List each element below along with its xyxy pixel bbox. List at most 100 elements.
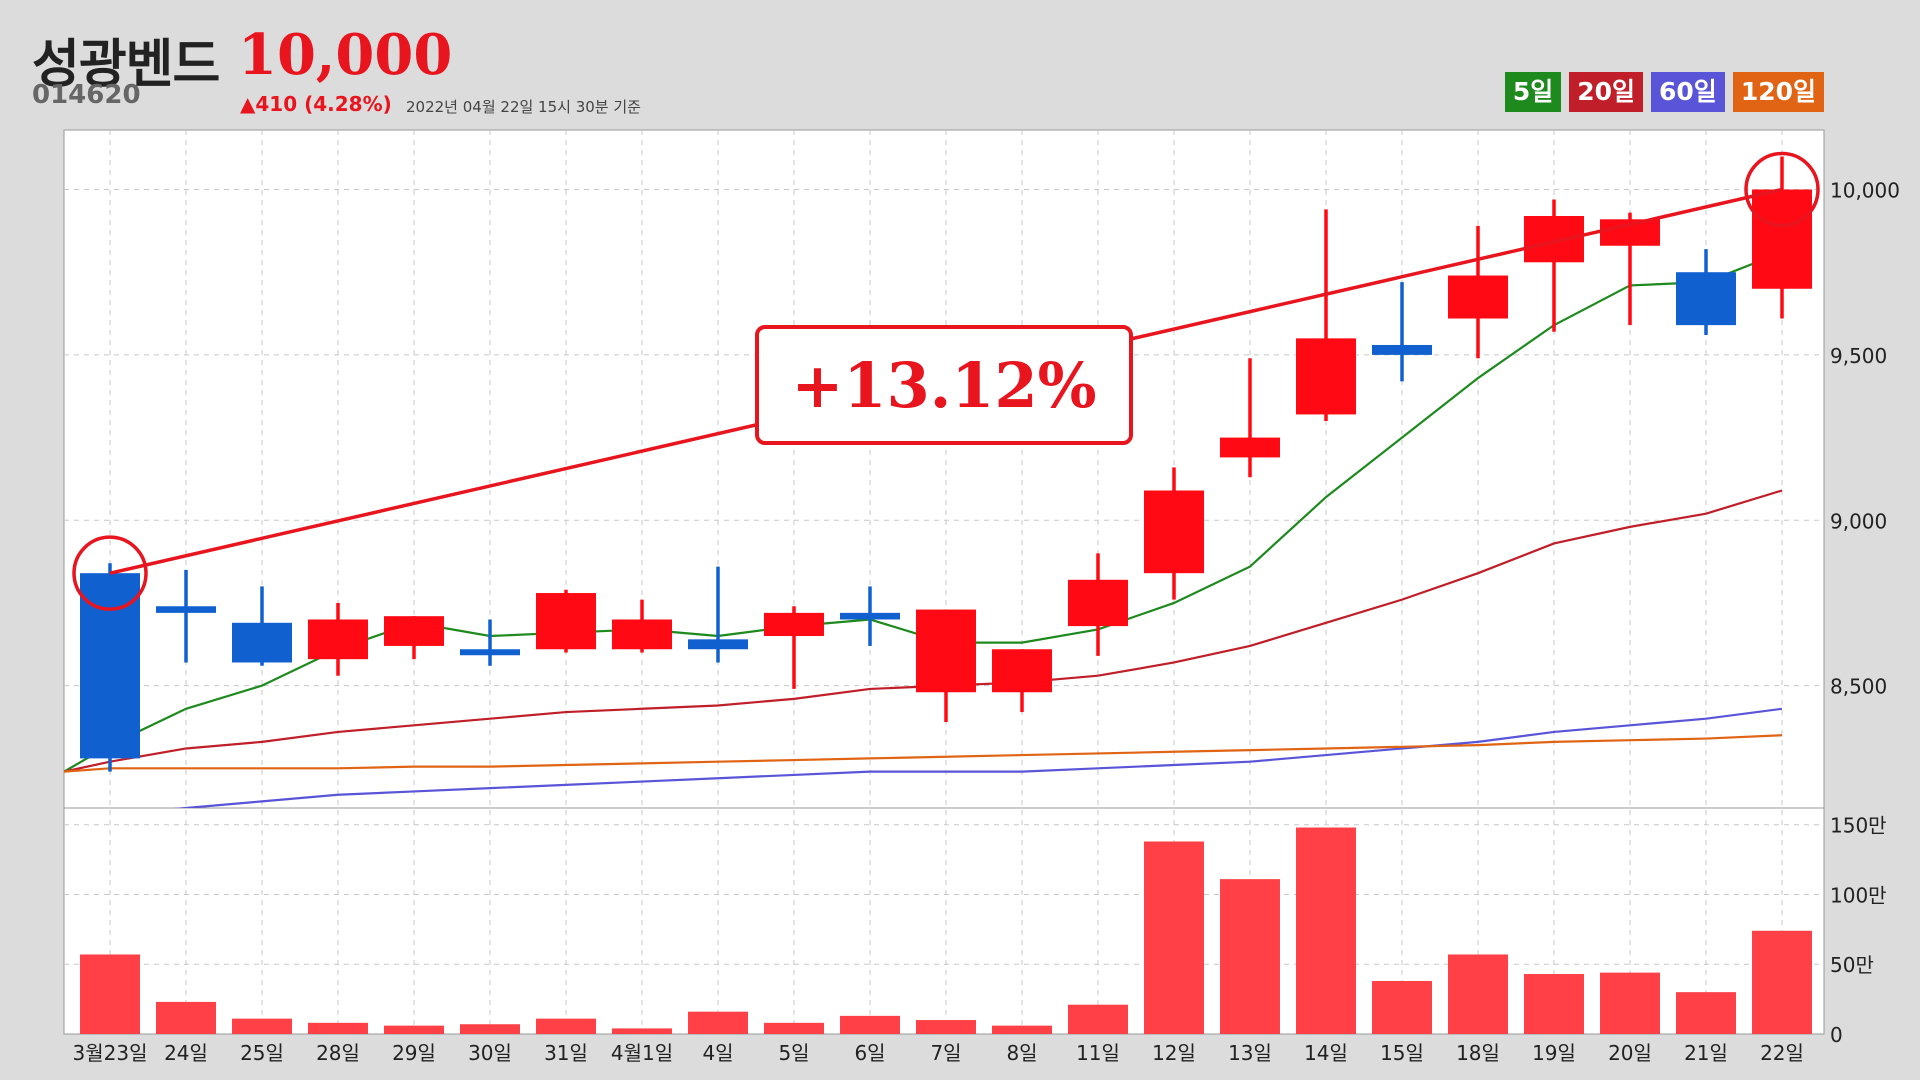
candle [688,566,748,663]
ma-line-60일 [173,707,1783,808]
volume-bar [232,1018,292,1034]
volume-bar [1676,992,1736,1034]
price-tick-label: 9,000 [1830,509,1887,533]
volume-bar [308,1022,368,1034]
volume-tick-label: 50만 [1830,953,1874,977]
candle [1144,467,1204,600]
price-tick-label: 9,500 [1830,344,1887,368]
x-tick-label: 30일 [468,1041,512,1065]
candle [1296,209,1356,422]
volume-tick-label: 150만 [1830,814,1887,838]
x-tick-label: 31일 [544,1041,588,1065]
legend-20d[interactable]: 20일 [1569,72,1644,112]
candle [840,586,900,646]
volume-bar [1068,1004,1128,1034]
volume-bar [384,1025,444,1034]
x-tick-label: 18일 [1456,1041,1500,1065]
x-tick-label: 29일 [392,1041,436,1065]
price-tick-label: 8,500 [1830,675,1887,699]
candle-body [156,606,216,613]
candle [764,606,824,689]
candle-body [1372,344,1432,355]
candle-body [1524,215,1584,263]
x-tick-label: 13일 [1228,1041,1272,1065]
price-tick-label: 10,000 [1830,179,1900,203]
candle [1448,225,1508,359]
candle [460,619,520,666]
ma-legend: 5일 20일 60일 120일 [1504,72,1824,112]
x-tick-label: 12일 [1152,1041,1196,1065]
candle-body [1296,338,1356,415]
x-tick-label: 4월1일 [611,1041,673,1065]
annotation-text: +13.12% [791,349,1096,422]
legend-5d[interactable]: 5일 [1504,72,1562,112]
volume-bar [1220,879,1280,1034]
x-tick-label: 4일 [702,1041,733,1065]
volume-bar [764,1022,824,1034]
x-tick-label: 15일 [1380,1041,1424,1065]
candle-body [612,619,672,650]
x-tick-label: 22일 [1760,1041,1804,1065]
volume-bar [992,1025,1052,1034]
candle [384,616,444,660]
candle-body [1144,490,1204,574]
x-tick-label: 28일 [316,1041,360,1065]
candle [536,589,596,653]
x-tick-label: 24일 [164,1041,208,1065]
x-tick-label: 19일 [1532,1041,1576,1065]
volume-bar [80,954,140,1034]
x-tick-label: 14일 [1304,1041,1348,1065]
price-change: ▲410 (4.28%) [240,92,392,116]
candle-body [1676,272,1736,326]
legend-60d[interactable]: 60일 [1651,72,1725,112]
volume-bar [916,1020,976,1034]
candle-body [1752,189,1812,289]
x-tick-label: 8일 [1006,1041,1037,1065]
candle [1372,282,1432,382]
candle-body [536,593,596,650]
volume-bar [156,1001,216,1034]
x-tick-label: 20일 [1608,1041,1652,1065]
candle [80,563,140,772]
volume-bar [688,1011,748,1034]
candle [1676,249,1736,336]
trend-start-circle [72,535,148,611]
stock-price: 10,000 [238,22,453,88]
x-tick-label: 6일 [854,1041,885,1065]
candle [612,599,672,653]
x-tick-label: 5일 [778,1041,809,1065]
volume-tick-label: 0 [1830,1023,1843,1047]
ma-line-20일 [64,489,1783,773]
price-area [64,156,1812,808]
candle-body [384,616,444,646]
volume-bar [840,1015,900,1034]
candle [232,586,292,666]
x-tick-label: 11일 [1076,1041,1120,1065]
legend-120d[interactable]: 120일 [1732,72,1824,112]
volume-bar [1600,972,1660,1034]
volume-bar [536,1018,596,1034]
candle [992,649,1052,713]
candle [308,602,368,676]
candle-body [232,622,292,663]
x-tick-label: 3월23일 [73,1041,148,1065]
volume-bar [1144,841,1204,1034]
candle [1068,553,1128,656]
trend-end-circle [1744,151,1820,228]
candle-body [1068,579,1128,627]
volume-bar [1752,930,1812,1034]
volume-bar [1448,954,1508,1034]
candle-body [688,639,748,650]
x-tick-label: 7일 [930,1041,961,1065]
candle-body [1448,275,1508,319]
candle [1220,358,1280,478]
candle [156,569,216,663]
candle-body [916,609,976,693]
volume-bar [1296,827,1356,1034]
candle-body [460,649,520,656]
volume-bar [1372,980,1432,1034]
stock-code: 014620 [32,80,141,110]
stock-name: 성광벤드 [32,35,220,95]
candle-body [308,619,368,660]
